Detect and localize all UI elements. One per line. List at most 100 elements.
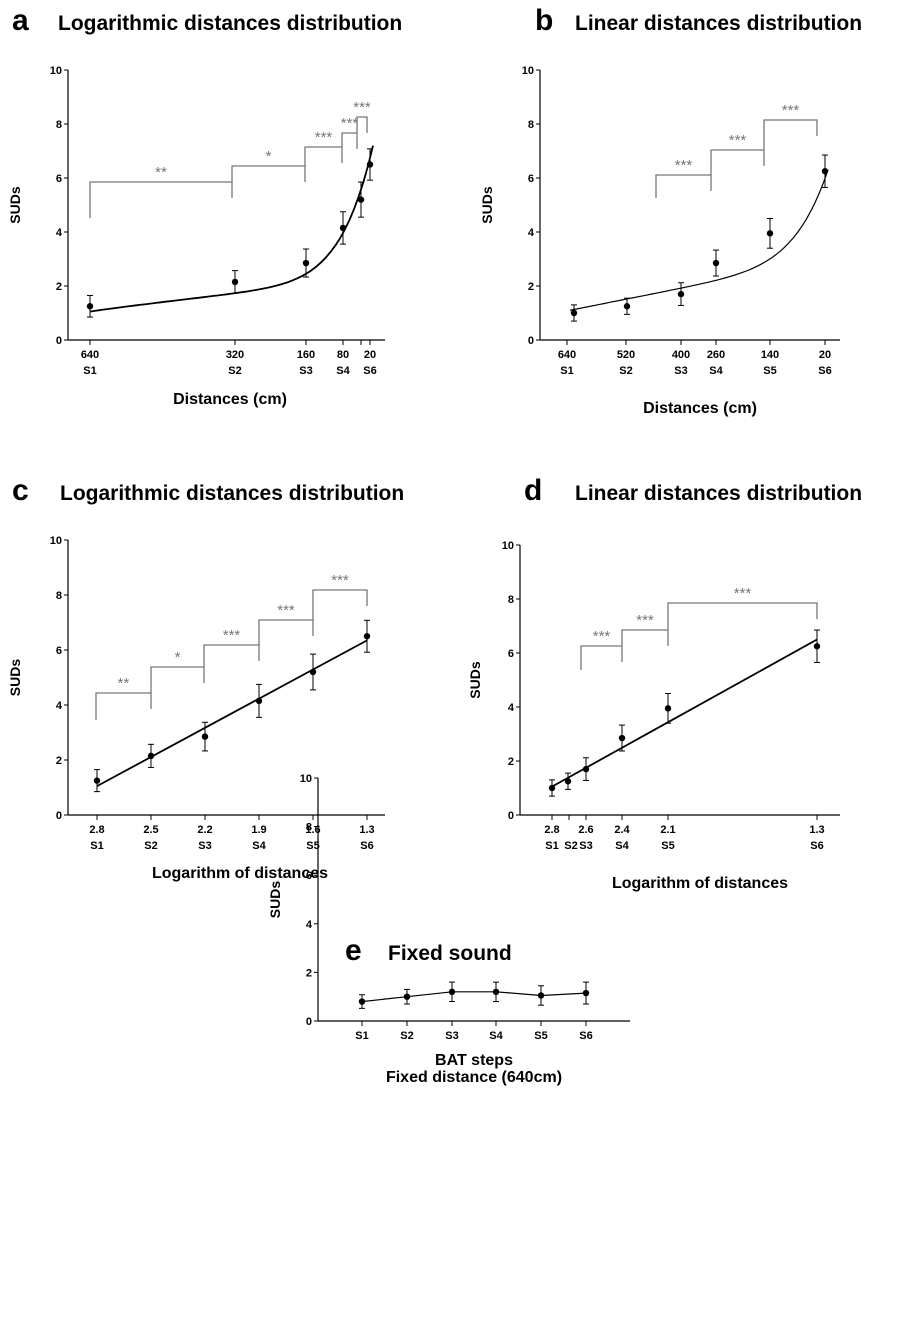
significance-bracket (341, 132, 358, 149)
x-tick-label: 520 (617, 349, 635, 361)
significance-bracket (304, 146, 343, 166)
panel-title: Linear distances distribution (575, 12, 862, 35)
y-tick-label: 2 (56, 281, 62, 293)
panel-letter: d (524, 474, 542, 507)
y-tick-label: 4 (306, 919, 313, 931)
significance-label: *** (675, 157, 693, 174)
y-tick-label: 10 (50, 65, 62, 77)
y-axis-label: SUDs (479, 186, 495, 224)
x-tick-label: 640 (558, 349, 576, 361)
data-point (712, 259, 720, 267)
data-point (766, 230, 774, 237)
significance-label: *** (729, 132, 747, 149)
y-tick-label: 0 (56, 810, 62, 822)
x-tick-label: 1.3 (359, 824, 374, 836)
data-point (363, 633, 371, 640)
y-tick-label: 8 (528, 119, 534, 131)
y-tick-label: 6 (56, 645, 62, 657)
x-step-label: S6 (360, 840, 373, 852)
y-tick-label: 4 (56, 700, 63, 712)
y-tick-label: 2 (528, 281, 534, 293)
data-point (677, 290, 685, 298)
significance-bracket (95, 692, 152, 720)
data-point (570, 309, 578, 317)
significance-label: *** (223, 627, 241, 644)
y-tick-label: 0 (508, 810, 514, 822)
y-tick-label: 10 (300, 773, 312, 785)
y-tick-label: 10 (502, 540, 514, 552)
x-tick-label: 2.2 (197, 824, 212, 836)
significance-bracket (203, 644, 260, 667)
x-tick-label: S4 (489, 1030, 503, 1042)
x-step-label: S5 (763, 365, 776, 377)
x-axis-label: Logarithm of distances (152, 865, 328, 882)
x-tick-label: 20 (819, 349, 831, 361)
x-tick-label: 2.4 (614, 824, 630, 836)
data-point (339, 224, 347, 232)
significance-label: * (266, 148, 272, 165)
y-axis-label: SUDs (7, 659, 23, 697)
x-tick-label: 260 (707, 349, 725, 361)
x-tick-label: S3 (445, 1030, 458, 1042)
significance-bracket (621, 629, 669, 646)
significance-bracket (258, 619, 314, 645)
significance-bracket (580, 645, 623, 670)
x-step-label: S4 (615, 840, 629, 852)
x-tick-label: S5 (534, 1030, 547, 1042)
data-point (231, 278, 239, 286)
x-tick-label: 2.8 (544, 824, 559, 836)
data-point (93, 777, 101, 784)
x-step-label: S1 (90, 840, 103, 852)
data-point (623, 303, 631, 310)
y-tick-label: 8 (508, 594, 514, 606)
data-point (821, 168, 829, 175)
y-tick-label: 10 (522, 65, 534, 77)
x-step-label: S1 (545, 840, 558, 852)
significance-label: ** (155, 164, 167, 181)
significance-bracket (763, 119, 818, 150)
significance-label: *** (782, 102, 800, 119)
panel-letter: c (12, 474, 29, 507)
significance-label: *** (353, 99, 371, 116)
x-step-label: S6 (810, 840, 823, 852)
panel-c: c Logarithmic distances distribution 0 2 4 6 8… (7, 474, 404, 882)
x-step-label: S1 (560, 365, 573, 377)
data-point (813, 643, 821, 650)
x-axis-sublabel: Fixed distance (640cm) (386, 1069, 562, 1086)
y-tick-label: 8 (56, 119, 62, 131)
y-tick-label: 0 (528, 335, 534, 347)
x-tick-label: 320 (226, 349, 244, 361)
significance-label: *** (341, 115, 359, 132)
panel-title: Logarithmic distances distribution (60, 482, 404, 505)
significance-bracket (710, 149, 765, 175)
x-tick-label: S1 (355, 1030, 368, 1042)
y-axis-label: SUDs (7, 186, 23, 224)
y-tick-label: 6 (56, 173, 62, 185)
x-step-label: S3 (579, 840, 592, 852)
data-point (366, 161, 374, 168)
x-tick-label: 640 (81, 349, 99, 361)
x-step-label: S3 (674, 365, 687, 377)
x-tick-label: 160 (297, 349, 315, 361)
y-tick-label: 6 (528, 173, 534, 185)
panel-letter: b (535, 4, 553, 37)
x-step-label: S4 (252, 840, 266, 852)
panel-letter: a (12, 4, 29, 37)
x-axis-label: Logarithm of distances (612, 875, 788, 892)
significance-label: *** (593, 628, 611, 645)
data-point (309, 668, 317, 676)
significance-bracket (312, 589, 368, 620)
y-tick-label: 2 (508, 756, 514, 768)
panel-title: Fixed sound (388, 942, 512, 965)
x-step-label: S2 (564, 840, 577, 852)
y-tick-label: 4 (56, 227, 63, 239)
data-point (618, 734, 626, 742)
fit-curve (569, 169, 829, 311)
x-step-label: S6 (363, 365, 376, 377)
y-axis-label: SUDs (267, 881, 283, 919)
x-tick-label: 2.8 (89, 824, 104, 836)
x-step-label: S5 (661, 840, 674, 852)
fit-curve (89, 145, 374, 313)
